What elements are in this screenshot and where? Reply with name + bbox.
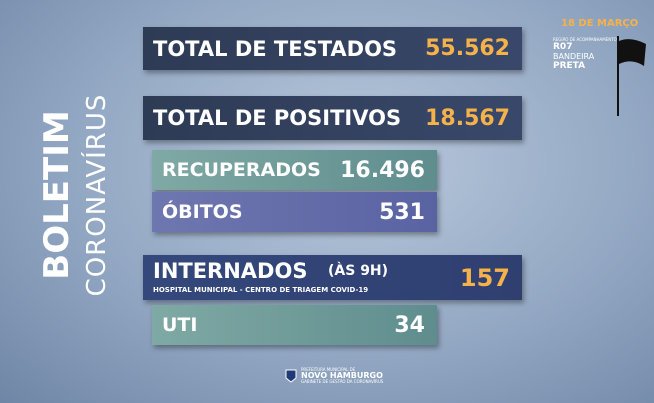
label: TOTAL DE TESTADOS: [153, 36, 398, 61]
subtitle: HOSPITAL MUNICIPAL - CENTRO DE TRIAGEM C…: [153, 286, 369, 294]
flag-icon: [617, 36, 646, 116]
date: 18 DE MARÇO: [561, 18, 639, 29]
value: 34: [394, 312, 425, 338]
hospitalized-box: INTERNADOS (ÀS 9H) HOSPITAL MUNICIPAL - …: [143, 255, 522, 300]
positive-box: TOTAL DE POSITIVOS 18.567: [143, 96, 522, 140]
region-caption: REGIÃO DE ACOMPANHAMENTO: [553, 37, 617, 42]
recovered-box: RECUPERADOS 16.496: [152, 150, 437, 190]
icu-box: UTI 34: [152, 305, 437, 345]
footer-logo: [285, 369, 297, 383]
footer-line3: GABINETE DE GESTÃO DA CORONAVÍRUS: [301, 379, 384, 384]
label: UTI: [162, 314, 198, 336]
side-title-line1: BOLETIM: [37, 110, 77, 280]
note: (ÀS 9H): [328, 263, 389, 279]
flag-color: PRETA: [553, 61, 586, 71]
value: 16.496: [340, 157, 425, 183]
header: 18 DE MARÇO REGIÃO DE ACOMPANHAMENTO R07…: [553, 18, 653, 116]
value: 55.562: [425, 36, 510, 61]
flag-label: BANDEIRA: [553, 52, 595, 61]
label: TOTAL DE POSITIVOS: [153, 106, 402, 130]
label: INTERNADOS: [153, 259, 308, 283]
region: R07: [553, 42, 573, 52]
tested-box: TOTAL DE TESTADOS 55.562: [143, 27, 522, 70]
value: 157: [459, 263, 510, 292]
deaths-box: ÓBITOS 531: [152, 192, 437, 232]
value: 18.567: [425, 105, 510, 131]
side-title-line2: CORONAVÍRUS: [82, 93, 112, 297]
footer-line1: PREFEITURA MUNICIPAL DE: [301, 367, 356, 372]
side-title: BOLETIM CORONAVÍRUS: [22, 60, 112, 320]
footer: PREFEITURA MUNICIPAL DE NOVO HAMBURGO GA…: [285, 368, 383, 384]
label: RECUPERADOS: [162, 159, 321, 181]
footer-line2: NOVO HAMBURGO: [301, 371, 383, 380]
value: 531: [379, 199, 425, 225]
label: ÓBITOS: [162, 201, 243, 223]
